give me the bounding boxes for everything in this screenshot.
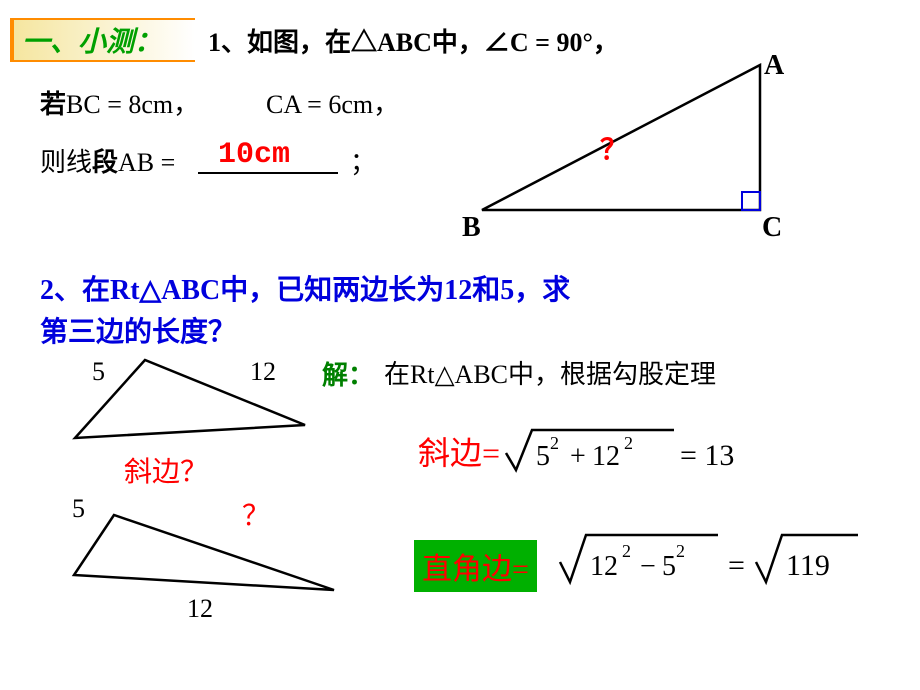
solution-label: 解： [322, 355, 374, 392]
q1-line2a: 若BC = 8cm， [40, 84, 199, 121]
vertex-c: C [762, 212, 782, 244]
leg-label-box: 直角边= [414, 540, 537, 592]
svg-text:2: 2 [624, 433, 633, 453]
solution-intro: 在Rt△ABC中，根据勾股定理 [384, 354, 716, 391]
sqrt-hyp: 5 2 + 12 2 = 13 [504, 425, 764, 480]
sqrt-leg: 12 2 − 5 2 = 119 [558, 527, 898, 592]
vertex-a: A [764, 50, 784, 82]
svg-text:119: 119 [786, 549, 830, 582]
svg-text:5: 5 [72, 495, 85, 523]
svg-text:12: 12 [250, 357, 276, 386]
svg-text:5: 5 [662, 551, 676, 582]
q2-line2: 第三边的长度？ [40, 310, 236, 350]
q1-questionmark: ？ [600, 128, 628, 168]
q1-semicolon: ； [350, 142, 376, 179]
q1-answer: 10cm [218, 138, 290, 172]
triangle-3: 5 ？ 12 [62, 495, 362, 625]
hypotenuse-equation: 斜边= 5 2 + 12 2 = 13 [418, 425, 764, 480]
q1-line1: 1、如图，在△ABC中，∠C = 90°， [208, 22, 619, 59]
triangle-abc [460, 55, 800, 225]
svg-text:+: + [570, 441, 586, 472]
triangle-2: 5 12 [60, 350, 320, 460]
section-banner: 一、小测： [10, 18, 195, 62]
svg-text:2: 2 [676, 541, 685, 561]
banner-text: 一、小测： [22, 20, 162, 60]
svg-text:5: 5 [536, 441, 550, 472]
hypotenuse-question: 斜边？ [124, 450, 208, 490]
q1-line3: 则线段AB = [40, 142, 175, 179]
svg-text:5: 5 [92, 357, 105, 386]
svg-text:？: ？ [242, 501, 270, 532]
svg-text:2: 2 [622, 541, 631, 561]
svg-text:−: − [640, 551, 656, 582]
svg-text:12: 12 [592, 441, 620, 472]
underline [198, 172, 338, 174]
vertex-b: B [462, 212, 481, 244]
svg-text:2: 2 [550, 433, 559, 453]
svg-text:12: 12 [187, 594, 213, 623]
svg-text:=: = [728, 549, 745, 582]
svg-text:= 13: = 13 [680, 439, 734, 472]
svg-text:12: 12 [590, 551, 618, 582]
q1-line2b: CA = 6cm， [266, 84, 399, 121]
q2-line1: 2、在Rt△ABC中，已知两边长为12和5，求 [40, 268, 570, 308]
